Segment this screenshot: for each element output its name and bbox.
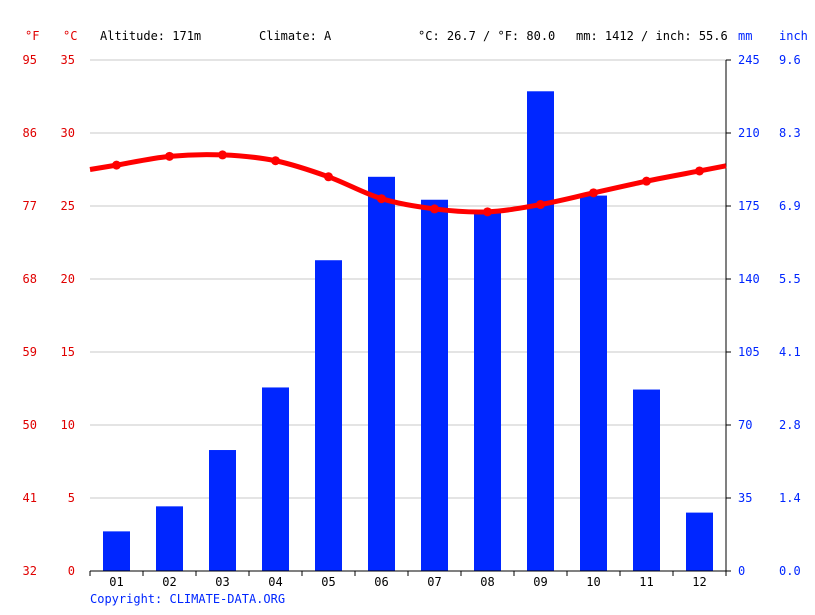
tick-label-mm: 140	[738, 272, 760, 286]
tick-label-fahrenheit: 50	[23, 418, 37, 432]
tick-label-celsius: 20	[61, 272, 75, 286]
month-label: 06	[374, 575, 388, 589]
precipitation-bar	[527, 91, 554, 572]
grid-lines	[90, 59, 726, 499]
month-label: 09	[533, 575, 547, 589]
precipitation-bar	[474, 212, 501, 571]
precipitation-bar	[580, 195, 607, 572]
chart-header: °F °C Altitude: 171m Climate: A °C: 26.7…	[25, 29, 808, 43]
temperature-curve	[89, 152, 727, 215]
month-label: 05	[321, 575, 335, 589]
tick-labels: 32 0 0 0.0 41 5 35 1.4 50 10 70 2.8 59 15 105 4.1 68 20 14…	[23, 53, 801, 589]
precipitation-total-label: mm: 1412 / inch: 55.6	[576, 29, 728, 43]
month-label: 03	[215, 575, 229, 589]
tick-label-inch: 1.4	[779, 491, 801, 505]
tick-label-fahrenheit: 68	[23, 272, 37, 286]
unit-inch-label: inch	[779, 29, 808, 43]
tick-label-celsius: 35	[61, 53, 75, 67]
tick-label-celsius: 15	[61, 345, 75, 359]
precipitation-bar	[315, 260, 342, 571]
tick-label-inch: 4.1	[779, 345, 801, 359]
tick-label-mm: 35	[738, 491, 752, 505]
altitude-label: Altitude: 171m	[100, 29, 201, 43]
tick-label-inch: 2.8	[779, 418, 801, 432]
tick-label-celsius: 10	[61, 418, 75, 432]
temperature-point	[165, 151, 174, 161]
month-label: 08	[480, 575, 494, 589]
month-label: 12	[692, 575, 706, 589]
tick-label-inch: 8.3	[779, 126, 801, 140]
tick-label-fahrenheit: 41	[23, 491, 37, 505]
tick-label-mm: 175	[738, 199, 760, 213]
precipitation-bar	[209, 450, 236, 571]
tick-label-fahrenheit: 86	[23, 126, 37, 140]
temperature-point	[642, 176, 651, 186]
tick-label-inch: 6.9	[779, 199, 801, 213]
precipitation-bar	[633, 389, 660, 571]
temperature-point	[271, 156, 280, 166]
precipitation-bar	[421, 199, 448, 571]
precipitation-bar	[368, 176, 395, 572]
tick-label-inch: 0.0	[779, 564, 801, 578]
tick-label-mm: 70	[738, 418, 752, 432]
unit-fahrenheit-label: °F	[25, 29, 39, 43]
precipitation-bar	[262, 387, 289, 571]
month-label: 01	[109, 575, 123, 589]
temperature-point	[536, 200, 545, 210]
unit-mm-label: mm	[738, 29, 752, 43]
axes	[89, 59, 731, 576]
temperature-point	[589, 188, 598, 198]
temperature-point	[695, 166, 704, 176]
tick-label-inch: 9.6	[779, 53, 801, 67]
tick-label-fahrenheit: 77	[23, 199, 37, 213]
precipitation-bar	[156, 506, 183, 571]
temperature-point	[112, 160, 121, 170]
tick-label-celsius: 5	[68, 491, 75, 505]
climate-label: Climate: A	[259, 29, 332, 43]
precipitation-bar	[686, 512, 713, 571]
tick-label-celsius: 0	[68, 564, 75, 578]
temperature-point	[377, 194, 386, 204]
temperature-point	[324, 172, 333, 182]
tick-label-mm: 245	[738, 53, 760, 67]
temperature-line	[89, 150, 727, 217]
average-temperature-label: °C: 26.7 / °F: 80.0	[418, 29, 555, 43]
tick-label-fahrenheit: 32	[23, 564, 37, 578]
tick-label-mm: 210	[738, 126, 760, 140]
month-label: 04	[268, 575, 282, 589]
month-label: 07	[427, 575, 441, 589]
unit-celsius-label: °C	[63, 29, 77, 43]
tick-label-fahrenheit: 95	[23, 53, 37, 67]
temperature-point	[218, 150, 227, 160]
month-label: 11	[639, 575, 653, 589]
precipitation-bar	[103, 531, 130, 571]
month-label: 02	[162, 575, 176, 589]
tick-label-mm: 0	[738, 564, 745, 578]
tick-label-celsius: 30	[61, 126, 75, 140]
tick-label-inch: 5.5	[779, 272, 801, 286]
tick-label-mm: 105	[738, 345, 760, 359]
temperature-point	[430, 204, 439, 214]
month-label: 10	[586, 575, 600, 589]
temperature-point	[483, 207, 492, 217]
tick-label-fahrenheit: 59	[23, 345, 37, 359]
tick-label-celsius: 25	[61, 199, 75, 213]
precipitation-bars	[103, 91, 713, 572]
copyright-link[interactable]: Copyright: CLIMATE-DATA.ORG	[90, 592, 285, 606]
